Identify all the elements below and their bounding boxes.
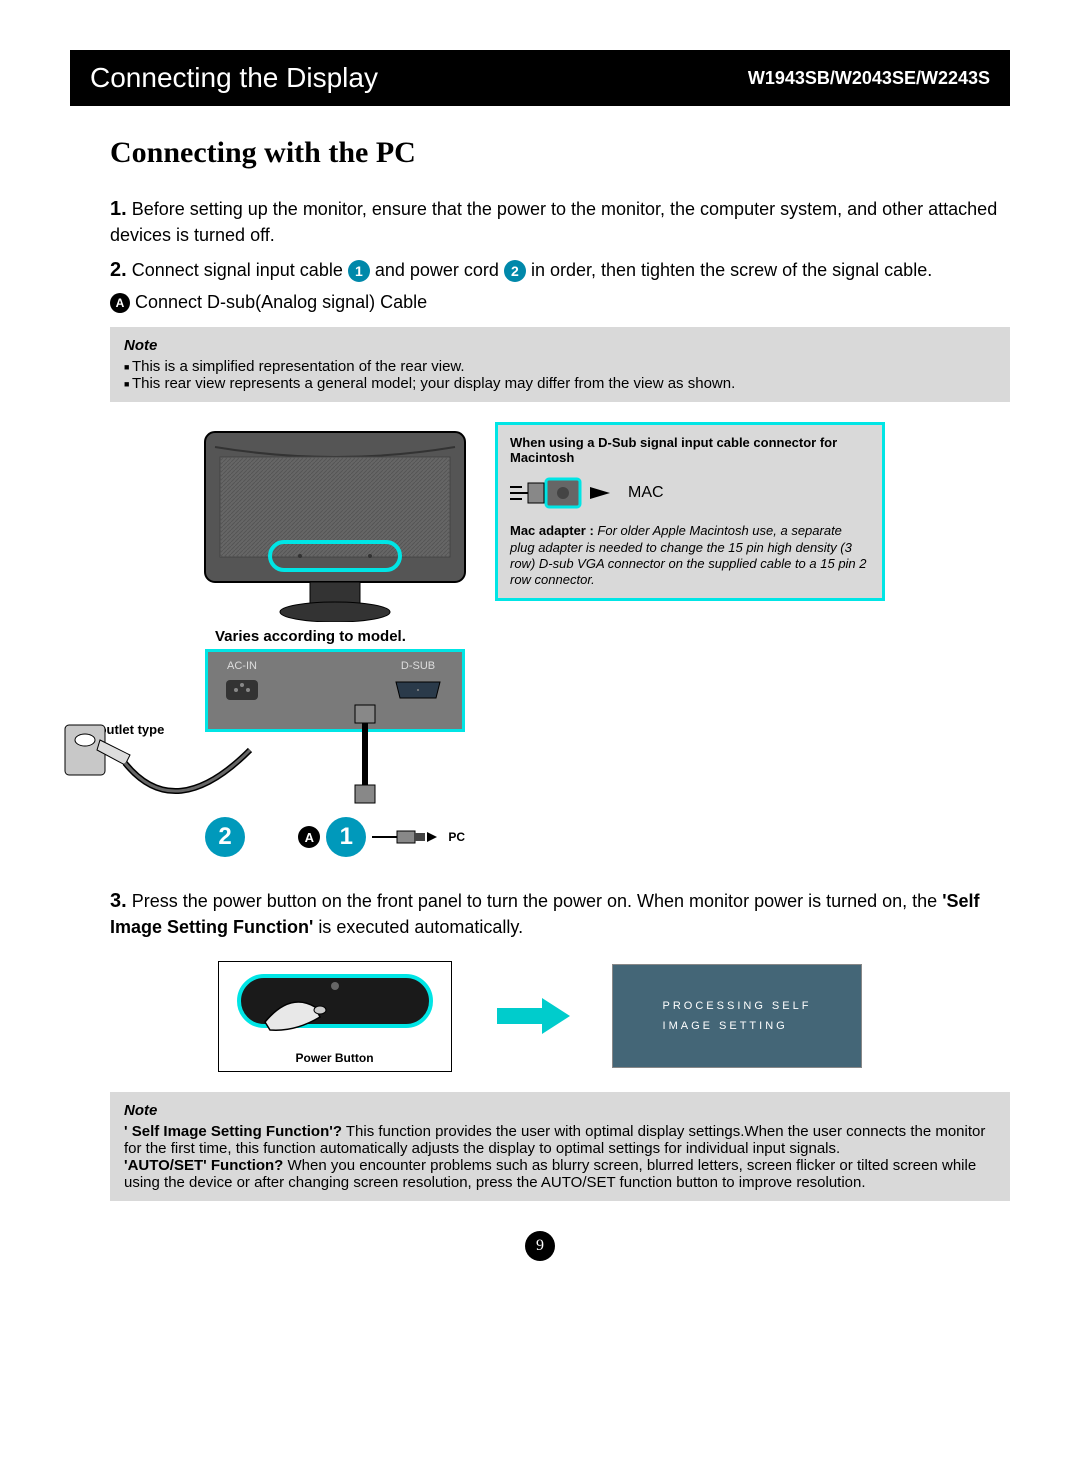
step-num: 2. — [110, 259, 127, 281]
note-item: This is a simplified representation of t… — [134, 358, 996, 375]
marker-a-big-icon: A — [298, 826, 320, 848]
arrow-icon — [492, 996, 572, 1036]
note-box-1: Note This is a simplified representation… — [110, 327, 1010, 402]
step-text: Press the power button on the front pane… — [132, 891, 942, 911]
ac-in-icon — [222, 676, 262, 704]
page-number: 9 — [70, 1231, 1010, 1261]
marker-1-big-icon: 1 — [326, 817, 366, 857]
cable-markers: 2 A 1 PC — [205, 817, 465, 857]
mac-heading: When using a D-Sub signal input cable co… — [510, 435, 870, 465]
step-text: and power cord — [375, 260, 504, 280]
note-paragraph: ' Self Image Setting Function'? This fun… — [124, 1123, 996, 1157]
section-title: Connecting with the PC — [110, 136, 1010, 170]
power-panel-box: Power Button — [218, 961, 452, 1072]
step-2-sub: A Connect D-sub(Analog signal) Cable — [110, 290, 1010, 315]
note-item: This rear view represents a general mode… — [134, 375, 996, 392]
mac-adapter-text: Mac adapter : For older Apple Macintosh … — [510, 523, 870, 588]
marker-2-big-icon: 2 — [205, 817, 245, 857]
marker-a-icon: A — [110, 293, 130, 313]
step-text: is executed automatically. — [318, 917, 523, 937]
power-button-panel-icon — [235, 972, 435, 1042]
osd-line: IMAGE SETTING — [663, 1020, 812, 1032]
header-bar: Connecting the Display W1943SB/W2043SE/W… — [70, 50, 1010, 106]
power-diagram: Power Button PROCESSING SELF IMAGE SETTI… — [110, 961, 970, 1072]
step-num: 3. — [110, 890, 127, 912]
ports-panel: AC-IN D-SUB — [205, 649, 465, 732]
steps-list: 1. Before setting up the monitor, ensure… — [110, 195, 1010, 315]
connection-diagram: Varies according to model. AC-IN D- — [110, 422, 970, 857]
note-title: Note — [124, 1102, 996, 1119]
step-1: 1. Before setting up the monitor, ensure… — [110, 195, 1010, 248]
osd-message-box: PROCESSING SELF IMAGE SETTING — [612, 964, 863, 1068]
wall-outlet-label: Wall-outlet type — [68, 722, 164, 737]
port-label: D-SUB — [388, 660, 448, 672]
header-models: W1943SB/W2043SE/W2243S — [748, 68, 990, 89]
step-text: Before setting up the monitor, ensure th… — [110, 199, 997, 245]
mac-info-box: When using a D-Sub signal input cable co… — [495, 422, 885, 601]
pc-connector-icon — [372, 827, 442, 847]
step-sub-text: Connect D-sub(Analog signal) Cable — [135, 292, 427, 312]
d-sub-port: D-SUB — [388, 660, 448, 709]
power-button-label: Power Button — [235, 1051, 435, 1065]
note-q-bold: ' Self Image Setting Function'? — [124, 1123, 342, 1140]
mac-connector-icon — [510, 475, 620, 511]
monitor-column: Varies according to model. AC-IN D- — [195, 422, 475, 857]
mac-label: MAC — [628, 484, 664, 502]
step-3-block: 3. Press the power button on the front p… — [110, 887, 1010, 940]
step-text: in order, then tighten the screw of the … — [531, 260, 932, 280]
d-sub-icon — [388, 676, 448, 704]
osd-line: PROCESSING SELF — [663, 1000, 812, 1012]
mac-connector-row: MAC — [510, 475, 870, 511]
marker-2-icon: 2 — [504, 260, 526, 282]
note-title: Note — [124, 337, 996, 354]
varies-label: Varies according to model. — [215, 628, 406, 645]
mac-adapter-bold: Mac adapter : — [510, 523, 597, 538]
pc-label: PC — [448, 830, 465, 844]
page-number-circle: 9 — [525, 1231, 555, 1261]
monitor-rear-icon — [195, 422, 475, 622]
step-2: 2. Connect signal input cable 1 and powe… — [110, 256, 1010, 315]
step-text: Connect signal input cable — [132, 260, 348, 280]
port-label: AC-IN — [222, 660, 262, 672]
note-q-bold: 'AUTO/SET' Function? — [124, 1157, 283, 1174]
note-box-2: Note ' Self Image Setting Function'? Thi… — [110, 1092, 1010, 1201]
step-3: 3. Press the power button on the front p… — [110, 887, 1010, 940]
marker-1-icon: 1 — [348, 260, 370, 282]
header-title: Connecting the Display — [90, 62, 378, 94]
ac-in-port: AC-IN — [222, 660, 262, 709]
step-num: 1. — [110, 198, 127, 220]
note-paragraph: 'AUTO/SET' Function? When you encounter … — [124, 1157, 996, 1191]
